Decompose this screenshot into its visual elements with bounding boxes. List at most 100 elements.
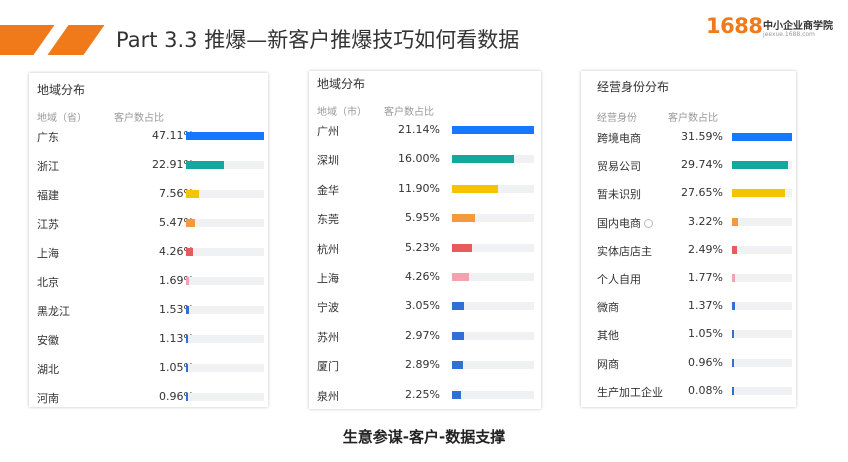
share-value: 5.95% bbox=[405, 211, 440, 225]
bar-track bbox=[186, 219, 264, 227]
share-value: 0.96% bbox=[688, 355, 723, 369]
share-value: 47.11% bbox=[152, 129, 194, 142]
category-label-text: 国内电商 bbox=[597, 216, 641, 230]
column-header-region: 地域（省） bbox=[37, 113, 87, 124]
category-label: 河南 bbox=[37, 390, 59, 406]
category-label: 深圳 bbox=[317, 152, 339, 168]
share-value: 1.69% bbox=[159, 274, 194, 287]
table-row: 黑龙江 1.53% bbox=[29, 296, 268, 325]
province-distribution-chart: 地域分布 地域（省） 客户数占比 广东 47.11% 浙江 22.91% 福建 7.56%… bbox=[29, 73, 268, 407]
category-label: 金华 bbox=[317, 182, 339, 198]
table-row: 个人自用 1.77% bbox=[581, 264, 796, 293]
bar-track bbox=[732, 274, 792, 282]
category-label-text: 苏州 bbox=[317, 330, 339, 344]
category-label-text: 上海 bbox=[37, 247, 59, 260]
category-label-text: 广州 bbox=[317, 125, 339, 138]
category-label: 广东 bbox=[37, 129, 59, 145]
bar-track bbox=[186, 248, 264, 256]
table-row: 泉州 2.25% bbox=[309, 381, 541, 409]
category-label: 泉州 bbox=[317, 388, 339, 404]
share-value: 7.56% bbox=[159, 187, 194, 200]
table-row: 河南 0.96% bbox=[29, 383, 268, 407]
category-label-text: 微商 bbox=[597, 301, 619, 315]
bar bbox=[186, 306, 189, 314]
table-row: 深圳 16.00% bbox=[309, 145, 541, 174]
info-icon[interactable] bbox=[644, 218, 653, 228]
category-label-text: 北京 bbox=[37, 276, 59, 289]
table-row: 苏州 2.97% bbox=[309, 322, 541, 351]
table-row: 浙江 22.91% bbox=[29, 151, 268, 180]
table-row: 福建 7.56% bbox=[29, 180, 268, 209]
category-label-text: 福建 bbox=[37, 189, 59, 202]
bar bbox=[186, 132, 264, 140]
bar-track bbox=[732, 217, 792, 226]
table-row: 生产加工企业 0.08% bbox=[581, 377, 796, 406]
bar-track bbox=[452, 273, 534, 281]
category-label: 宁波 bbox=[317, 299, 339, 315]
share-value: 1.05% bbox=[159, 361, 194, 374]
table-row: 东莞 5.95% bbox=[309, 204, 541, 233]
share-value: 2.97% bbox=[405, 328, 440, 342]
category-label-text: 湖北 bbox=[37, 363, 59, 376]
category-label-text: 泉州 bbox=[317, 389, 339, 403]
table-row: 厦门 2.89% bbox=[309, 351, 541, 380]
title-stripe-right bbox=[47, 25, 105, 55]
bar bbox=[186, 161, 224, 169]
bar-track bbox=[186, 161, 264, 169]
table-row: 跨境电商 31.59% bbox=[581, 123, 796, 152]
category-label: 国内电商 bbox=[597, 215, 653, 231]
category-label-text: 深圳 bbox=[317, 154, 339, 168]
bar-track bbox=[732, 133, 792, 141]
share-value: 1.77% bbox=[688, 271, 723, 284]
table-row: 江苏 5.47% bbox=[29, 209, 268, 238]
share-value: 3.22% bbox=[688, 214, 723, 228]
bar bbox=[732, 189, 785, 198]
business-identity-chart: 经营身份分布 经营身份 客户数占比 跨境电商 31.59% 贸易公司 29.74% 暂未… bbox=[581, 71, 796, 407]
bar-track bbox=[186, 335, 264, 343]
bar bbox=[732, 330, 734, 339]
table-row: 上海 4.26% bbox=[29, 238, 268, 267]
category-label-text: 安徽 bbox=[37, 334, 59, 347]
category-label-text: 河南 bbox=[37, 392, 59, 405]
bar-track bbox=[452, 214, 534, 223]
bar bbox=[452, 302, 464, 311]
bar bbox=[186, 393, 188, 401]
share-value: 5.47% bbox=[159, 216, 194, 229]
bar bbox=[732, 133, 792, 141]
bar-track bbox=[186, 306, 264, 314]
bar bbox=[186, 190, 199, 198]
category-label: 实体店店主 bbox=[597, 243, 652, 259]
bar-track bbox=[732, 245, 792, 254]
share-value: 27.65% bbox=[681, 186, 723, 200]
table-row: 网商 0.96% bbox=[581, 349, 796, 378]
column-header-share: 客户数占比 bbox=[114, 113, 164, 124]
share-value: 0.08% bbox=[688, 383, 723, 397]
category-label-text: 暂未识别 bbox=[597, 188, 641, 202]
category-label-text: 广东 bbox=[37, 131, 59, 144]
bar bbox=[732, 386, 734, 395]
category-label-text: 网商 bbox=[597, 357, 619, 371]
bar-track bbox=[452, 126, 534, 134]
category-label: 北京 bbox=[37, 274, 59, 290]
share-value: 31.59% bbox=[681, 130, 723, 143]
share-value: 22.91% bbox=[152, 158, 194, 171]
bar-track bbox=[452, 155, 534, 164]
category-label: 其他 bbox=[597, 327, 619, 343]
category-label: 东莞 bbox=[317, 211, 339, 227]
share-value: 0.96% bbox=[159, 390, 194, 403]
table-row: 贸易公司 29.74% bbox=[581, 151, 796, 180]
category-label: 厦门 bbox=[317, 358, 339, 374]
table-row: 暂未识别 27.65% bbox=[581, 179, 796, 208]
category-label: 江苏 bbox=[37, 216, 59, 232]
category-label: 广州 bbox=[317, 123, 339, 139]
chart-title: 地域分布 bbox=[37, 83, 86, 97]
table-row: 宁波 3.05% bbox=[309, 292, 541, 321]
category-label: 生产加工企业 bbox=[597, 384, 663, 400]
category-label-text: 金华 bbox=[317, 183, 339, 197]
column-header-share: 客户数占比 bbox=[668, 113, 718, 124]
table-row: 广东 47.11% bbox=[29, 122, 268, 151]
bar-track bbox=[186, 277, 264, 285]
chart-title: 地域分布 bbox=[317, 77, 366, 91]
share-value: 5.23% bbox=[405, 240, 440, 254]
category-label: 暂未识别 bbox=[597, 186, 641, 202]
